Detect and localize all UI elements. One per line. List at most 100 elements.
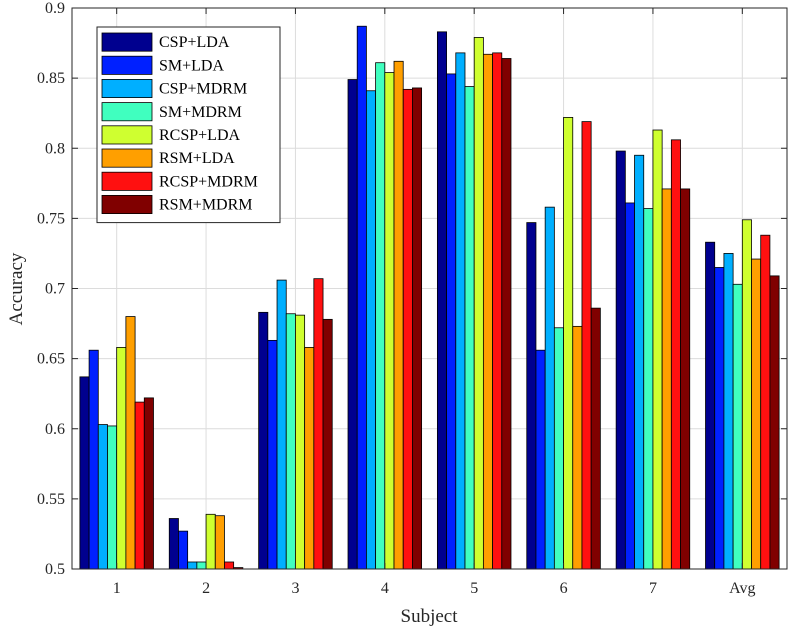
axes-layer: [71, 7, 788, 570]
bar: [205, 513, 216, 570]
legend-swatch: [101, 171, 153, 191]
x-tick-label: 6: [560, 580, 568, 597]
bar: [705, 241, 716, 570]
bar: [88, 349, 99, 570]
bar: [732, 283, 743, 570]
bar: [563, 117, 574, 570]
bar: [178, 530, 189, 570]
bar: [624, 202, 635, 570]
bar: [723, 253, 734, 570]
bar: [79, 376, 90, 570]
legend: CSP+LDA SM+LDA CSP+MDRM SM+MDRM RCSP+LDA RSM+…: [96, 26, 281, 224]
bar: [760, 234, 771, 570]
bar: [412, 87, 423, 570]
bar: [482, 53, 493, 570]
bar: [590, 307, 601, 570]
bar: [393, 60, 404, 570]
legend-swatch: [101, 102, 153, 122]
x-axis-title: Subject: [401, 606, 459, 627]
bar: [553, 327, 564, 570]
legend-label: SM+MDRM: [159, 104, 242, 121]
bar: [384, 72, 395, 570]
bar: [224, 561, 235, 570]
bar: [107, 425, 118, 570]
legend-label: RCSP+LDA: [159, 127, 240, 144]
y-tick-label: 0.9: [45, 0, 65, 17]
x-tick-label: 3: [291, 580, 299, 597]
bar: [322, 318, 333, 570]
y-tick-label: 0.75: [37, 210, 65, 227]
bar: [402, 88, 413, 570]
labels-layer: 0.5 0.55 0.6 0.65 0.7 0.75 0.8 0.85 0.9 1 2 3 4 5 6 7 Av…: [37, 0, 756, 597]
bar: [285, 313, 296, 570]
bar: [464, 86, 475, 570]
y-tick-label: 0.7: [45, 281, 65, 298]
bar: [492, 52, 503, 570]
bar: [661, 188, 672, 570]
y-tick-label: 0.6: [45, 421, 65, 438]
bar: [267, 339, 278, 570]
y-tick-label: 0.65: [37, 351, 65, 368]
bar: [143, 397, 154, 570]
y-axis-title: Accuracy: [6, 252, 27, 325]
x-tick-label: 1: [113, 580, 121, 597]
y-tick-label: 0.8: [45, 140, 65, 157]
y-tick-label: 0.55: [37, 491, 65, 508]
x-tick-label: 4: [381, 580, 389, 597]
bar: [258, 311, 269, 570]
legend-swatch: [101, 55, 153, 75]
bar: [455, 52, 466, 570]
bar: [714, 267, 725, 570]
bar: [446, 73, 457, 570]
bar: [313, 278, 324, 570]
bar: [97, 424, 108, 570]
bar: [526, 222, 537, 570]
bar: [436, 31, 447, 570]
bar: [615, 150, 626, 570]
bar: [501, 58, 512, 570]
bar: [751, 258, 762, 570]
legend-label: RSM+MDRM: [159, 197, 253, 214]
bar: [187, 561, 198, 570]
bar: [356, 25, 367, 570]
legend-swatch: [101, 125, 153, 145]
legend-swatch: [101, 79, 153, 99]
legend-label: CSP+LDA: [159, 34, 230, 51]
bar: [680, 188, 691, 570]
bar: [652, 129, 663, 570]
legend-label: RCSP+MDRM: [159, 173, 258, 190]
legend-swatch: [101, 32, 153, 52]
bars-layer: [79, 25, 780, 570]
bar: [125, 316, 136, 570]
bar: [168, 518, 179, 570]
legend-swatch: [101, 194, 153, 214]
bar: [295, 314, 306, 570]
y-tick-label: 0.85: [37, 70, 65, 87]
y-tick-label: 0.5: [45, 561, 65, 578]
bar: [196, 561, 207, 570]
bar: [634, 154, 645, 570]
bar: [643, 208, 654, 570]
bar: [134, 401, 145, 570]
x-tick-label: 7: [649, 580, 657, 597]
legend-label: RSM+LDA: [159, 150, 235, 167]
bar: [366, 90, 377, 570]
legend-label: SM+LDA: [159, 57, 224, 74]
x-tick-label: 5: [470, 580, 478, 597]
bar: [769, 275, 780, 570]
x-tick-label: 2: [202, 580, 210, 597]
bar: [544, 206, 555, 570]
bar: [375, 62, 386, 570]
bar: [670, 139, 681, 570]
bar: [473, 37, 484, 570]
bar: [535, 349, 546, 570]
bar: [347, 79, 358, 570]
bar: [572, 325, 583, 570]
bar: [276, 279, 287, 570]
bar: [581, 121, 592, 570]
legend-label: CSP+MDRM: [159, 81, 247, 98]
bar: [741, 219, 752, 570]
x-tick-label: Avg: [729, 580, 755, 597]
